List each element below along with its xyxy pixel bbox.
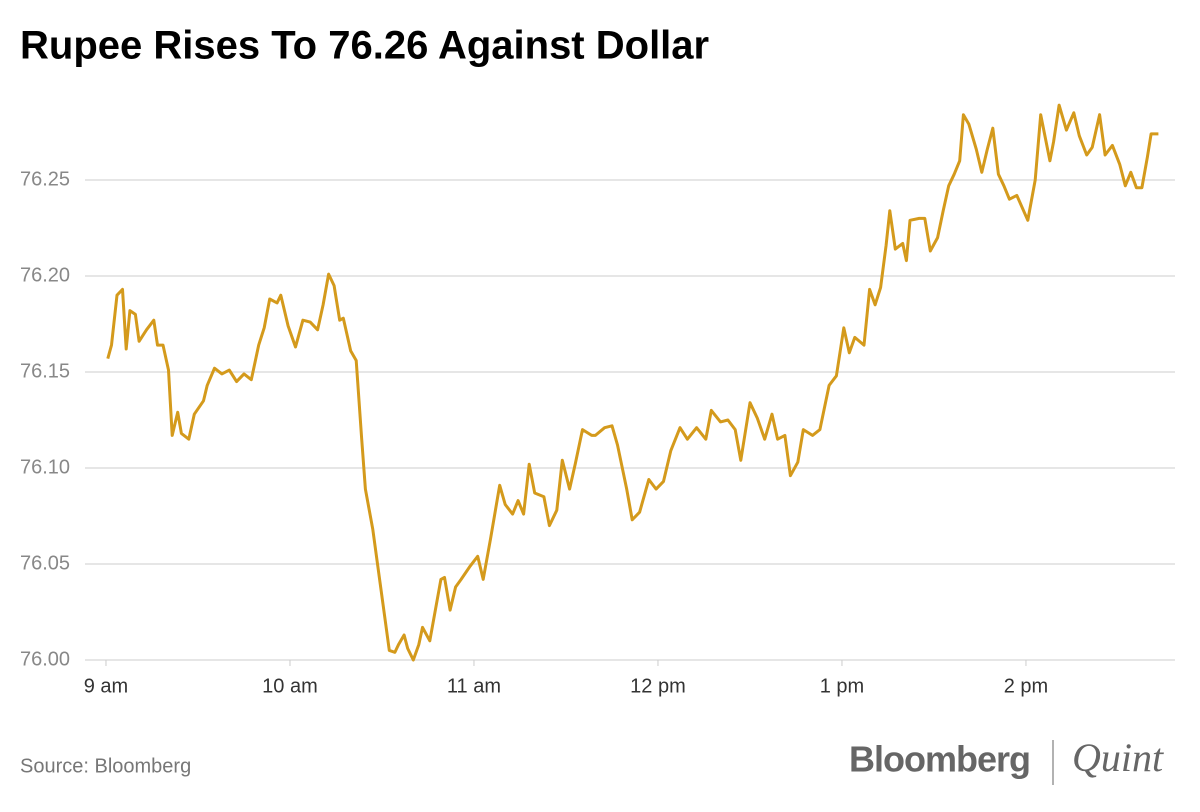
x-tick-label: 10 am xyxy=(262,675,318,697)
logo-right: Quint xyxy=(1072,735,1164,780)
x-tick-label: 9 am xyxy=(84,675,128,697)
logo-left: Bloomberg xyxy=(849,739,1030,780)
source: Source: Bloomberg xyxy=(20,755,191,777)
y-tick-label: 76.05 xyxy=(20,552,70,574)
chart-title: Rupee Rises To 76.26 Against Dollar xyxy=(20,24,709,68)
x-tick-label: 12 pm xyxy=(630,675,686,697)
y-tick-label: 76.00 xyxy=(20,648,70,670)
x-tick-label: 11 am xyxy=(447,675,501,697)
y-tick-label: 76.25 xyxy=(20,168,70,190)
y-tick-label: 76.15 xyxy=(20,360,70,382)
y-tick-label: 76.10 xyxy=(20,456,70,478)
line-series xyxy=(106,103,1159,662)
y-tick-label: 76.20 xyxy=(20,264,70,286)
x-tick-label: 2 pm xyxy=(1004,675,1048,697)
x-tick-label: 1 pm xyxy=(820,675,864,697)
